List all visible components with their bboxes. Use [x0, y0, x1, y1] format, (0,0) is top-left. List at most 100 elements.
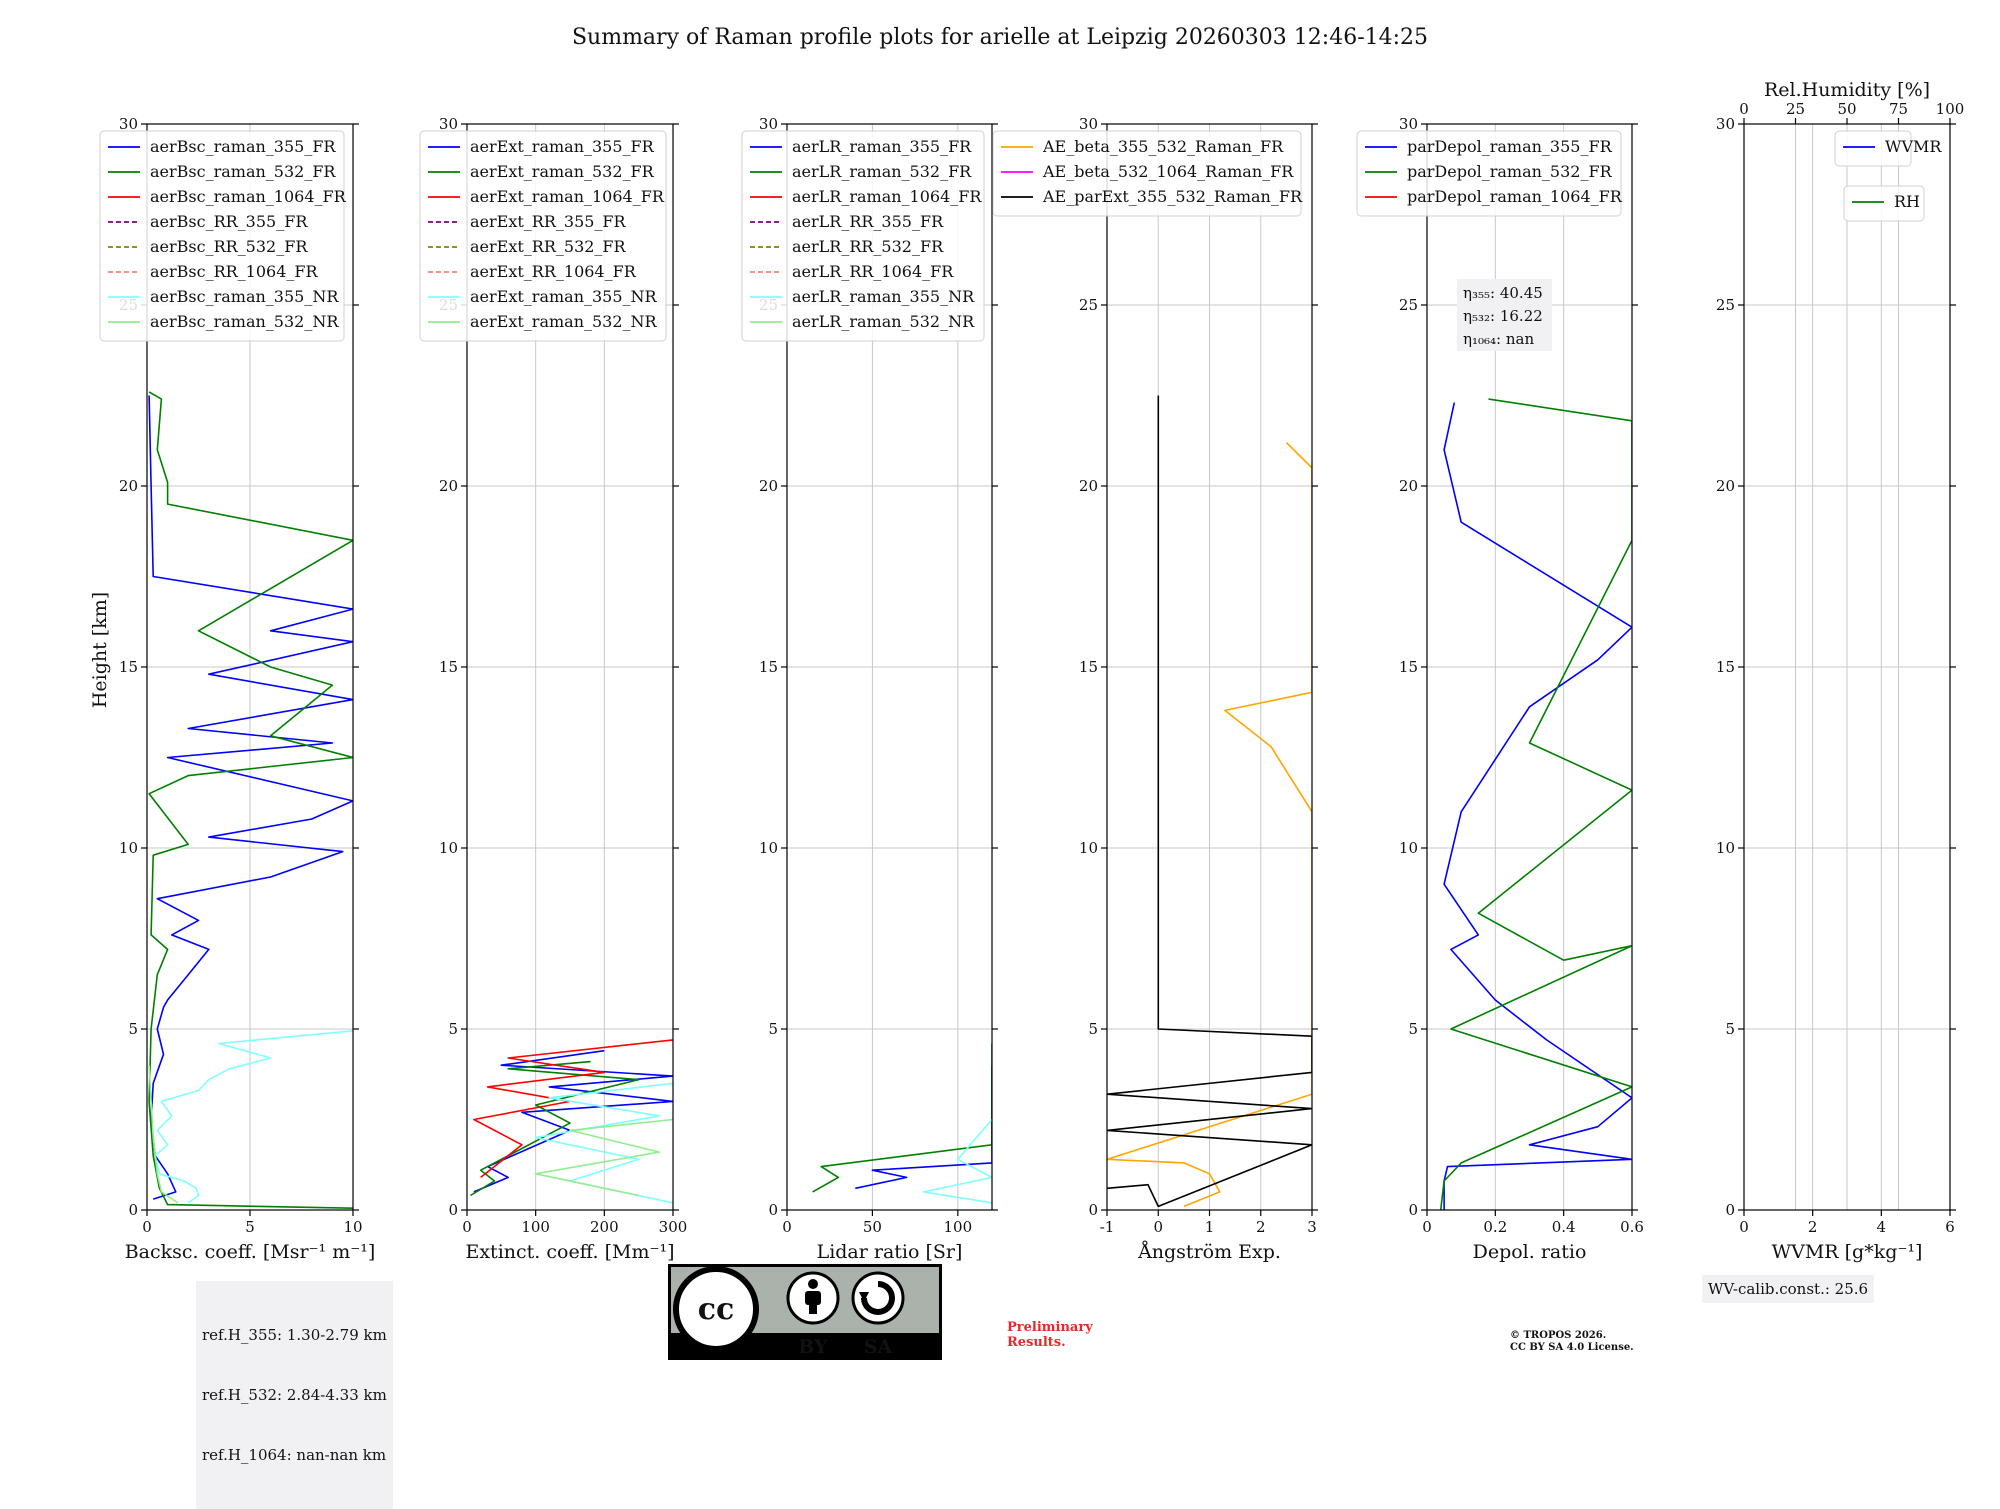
- series-line-aerLR_raman_355_FR: [855, 1065, 992, 1190]
- x-tick-label: 100: [521, 1218, 550, 1236]
- legend: AE_beta_355_532_Raman_FR AE_beta_532_1064…: [992, 130, 1303, 217]
- y-tick-label: 5: [128, 1020, 138, 1038]
- top-x-tick-label: 75: [1889, 100, 1908, 118]
- y-tick-label: 0: [1408, 1201, 1418, 1219]
- annotation-line: η₃₅₅: 40.45: [1463, 284, 1543, 302]
- series-line-aerExt_raman_532_NR: [534, 1118, 673, 1197]
- x-tick-label: 0.4: [1552, 1218, 1576, 1236]
- legend: aerBsc_raman_355_FR aerBsc_raman_532_FRae…: [99, 130, 347, 342]
- legend-label: aerExt_RR_532_FR: [470, 237, 627, 256]
- legend-label: aerBsc_raman_1064_FR: [150, 187, 347, 206]
- x-tick-label: 5: [245, 1218, 255, 1236]
- legend-label: aerBsc_RR_1064_FR: [150, 262, 319, 281]
- series-line-aerExt_raman_355_FR: [473, 1049, 673, 1193]
- top-x-tick-label: 0: [1739, 100, 1749, 118]
- y-tick-label: 0: [128, 1201, 138, 1219]
- legend-box: [1843, 185, 1925, 222]
- legend-box: [419, 130, 667, 342]
- y-tick-label: 20: [439, 477, 458, 495]
- legend-label: parDepol_raman_355_FR: [1407, 137, 1613, 156]
- legend-box: [741, 130, 985, 342]
- y-tick-label: 10: [119, 839, 138, 857]
- series-line-parDepol_raman_532_FR: [1439, 398, 1632, 1210]
- x-tick-label: 4: [1877, 1218, 1887, 1236]
- y-tick-label: 20: [759, 477, 778, 495]
- legend-label: aerBsc_raman_355_NR: [150, 287, 339, 306]
- y-tick-label: 15: [759, 658, 778, 676]
- wv-calibration-box: WV-calib.const.: 25.6: [1702, 1275, 1875, 1303]
- x-tick-label: 0: [782, 1218, 792, 1236]
- x-tick-label: 6: [1945, 1218, 1955, 1236]
- x-axis-label: Extinct. coeff. [Mm⁻¹]: [465, 1241, 674, 1263]
- panel-extinction: 0510152025300100200300Extinct. coeff. [M…: [419, 115, 688, 1263]
- annotation-box: [1457, 279, 1552, 351]
- y-tick-label: 20: [1716, 477, 1735, 495]
- series-line-AE_beta_355_532_Raman_FR: [1107, 442, 1312, 1208]
- y-axis-label: Height [km]: [89, 592, 111, 708]
- share-alike-icon: [851, 1271, 905, 1325]
- preliminary-line-2: Results.: [1007, 1335, 1066, 1350]
- y-tick-label: 30: [759, 115, 778, 133]
- top-axis-label: Rel.Humidity [%]: [1764, 79, 1930, 101]
- y-tick-label: 0: [1088, 1201, 1098, 1219]
- raman-summary-figure: Summary of Raman profile plots for ariel…: [89, 25, 1964, 1263]
- preliminary-results-note: Preliminary Results.: [1007, 1320, 1093, 1350]
- legend-label: aerExt_raman_355_FR: [470, 137, 655, 156]
- x-tick-label: 300: [659, 1218, 688, 1236]
- series-line-aerExt_raman_532_FR: [469, 1060, 640, 1197]
- top-x-tick-label: 100: [1936, 100, 1965, 118]
- ref-height-355: ref.H_355: 1.30-2.79 km: [202, 1326, 387, 1344]
- y-tick-label: 10: [1079, 839, 1098, 857]
- y-tick-label: 30: [1079, 115, 1098, 133]
- y-tick-label: 5: [1088, 1020, 1098, 1038]
- x-axis-label: Lidar ratio [Sr]: [817, 1241, 963, 1263]
- legend-label: aerExt_RR_1064_FR: [470, 262, 637, 281]
- legend-label: aerExt_raman_532_NR: [470, 312, 658, 331]
- legend-label: aerExt_RR_355_FR: [470, 212, 627, 231]
- attribution-icon: [786, 1271, 840, 1325]
- x-axis-label: WVMR [g*kg⁻¹]: [1772, 1241, 1923, 1263]
- depol-eta-annotation: η₃₅₅: 40.45 η₅₃₂: 16.22 η₁₀₆₄: nan: [1457, 279, 1552, 351]
- cc-by-sa-license-badge: cc BY SA: [668, 1264, 942, 1360]
- y-tick-label: 5: [1725, 1020, 1735, 1038]
- y-tick-label: 15: [1399, 658, 1418, 676]
- legend-label: aerBsc_RR_355_FR: [150, 212, 308, 231]
- legend-secondary: RH: [1843, 185, 1925, 222]
- badge-sa-label: SA: [864, 1336, 893, 1358]
- legend-label: aerBsc_RR_532_FR: [150, 237, 308, 256]
- series-line-AE_parExt_355_532_Raman_FR: [1107, 395, 1312, 1208]
- x-tick-label: 10: [343, 1218, 362, 1236]
- legend-label: aerLR_RR_532_FR: [792, 237, 944, 256]
- legend-label: aerLR_RR_1064_FR: [792, 262, 954, 281]
- series-line-aerBsc_raman_532_FR: [148, 391, 353, 1209]
- panel-lidar_ratio: 051015202530050100Lidar ratio [Sr]aerLR_…: [741, 115, 998, 1263]
- legend: aerExt_raman_355_FR aerExt_raman_532_FRae…: [419, 130, 667, 342]
- copyright-note: © TROPOS 2026. CC BY SA 4.0 License.: [1510, 1330, 1634, 1354]
- legend-label: parDepol_raman_1064_FR: [1407, 187, 1623, 206]
- x-tick-label: 0: [142, 1218, 152, 1236]
- preliminary-line-1: Preliminary: [1007, 1320, 1093, 1335]
- y-tick-label: 25: [1399, 296, 1418, 314]
- x-tick-label: 50: [863, 1218, 882, 1236]
- y-tick-label: 20: [1399, 477, 1418, 495]
- x-tick-label: 200: [590, 1218, 619, 1236]
- y-tick-label: 15: [119, 658, 138, 676]
- legend-label: aerBsc_raman_532_FR: [150, 162, 336, 181]
- y-tick-label: 30: [1716, 115, 1735, 133]
- legend-box: [1356, 130, 1622, 217]
- badge-by-label: BY: [798, 1336, 828, 1358]
- figure-title: Summary of Raman profile plots for ariel…: [572, 25, 1428, 50]
- legend-label: AE_beta_532_1064_Raman_FR: [1042, 162, 1294, 181]
- legend: WVMR: [1834, 130, 1942, 167]
- legend-label: parDepol_raman_532_FR: [1407, 162, 1613, 181]
- chart-panels: 0510152025300510Backsc. coeff. [Msr⁻¹ m⁻…: [99, 79, 1964, 1263]
- ref-height-532: ref.H_532: 2.84-4.33 km: [202, 1386, 387, 1404]
- x-tick-label: -1: [1100, 1218, 1115, 1236]
- x-axis-label: Depol. ratio: [1473, 1241, 1587, 1263]
- y-tick-label: 10: [439, 839, 458, 857]
- y-tick-label: 20: [119, 477, 138, 495]
- y-tick-label: 15: [439, 658, 458, 676]
- series-line-aerLR_raman_355_NR: [922, 1118, 992, 1204]
- y-tick-label: 5: [768, 1020, 778, 1038]
